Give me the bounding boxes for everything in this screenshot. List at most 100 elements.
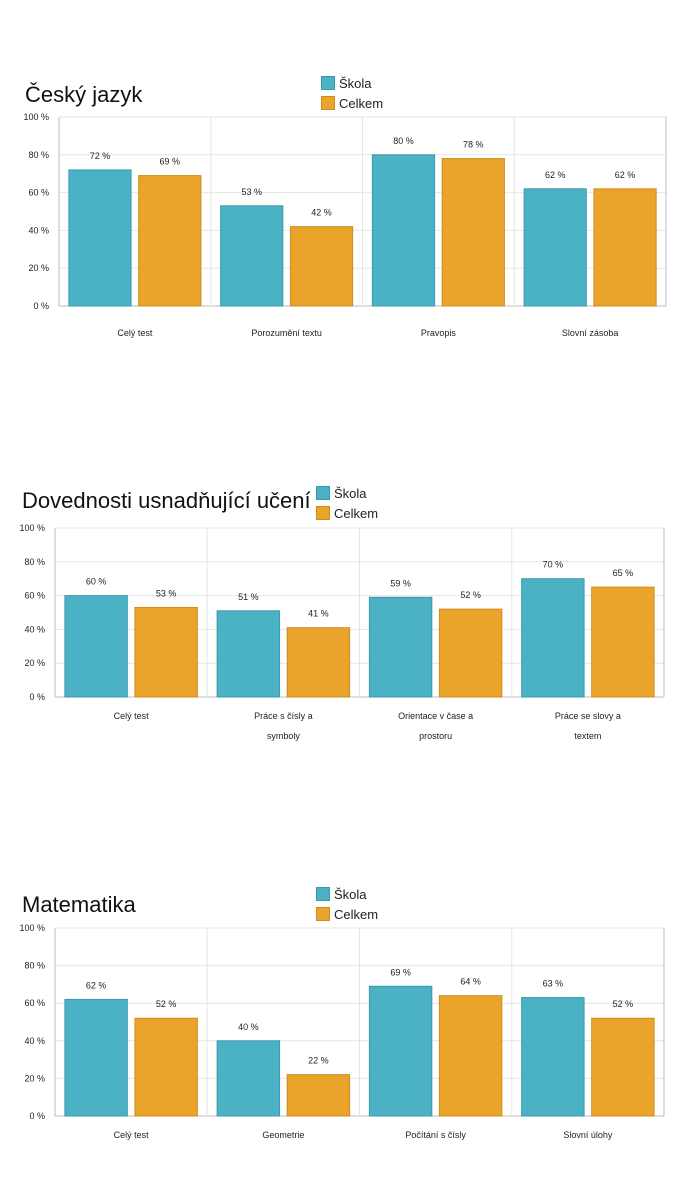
legend-item-skola[interactable]: Škola	[316, 483, 378, 503]
data-label: 41 %	[308, 609, 329, 619]
y-tick-label: 40 %	[28, 225, 49, 235]
bar-skola	[68, 169, 132, 307]
bar-celkem	[438, 995, 503, 1117]
data-label: 59 %	[390, 578, 411, 588]
bar-celkem	[286, 627, 351, 698]
y-tick-label: 60 %	[24, 998, 45, 1008]
legend-label: Celkem	[334, 505, 379, 521]
legend-item-skola[interactable]: Škola	[316, 884, 378, 904]
chart-title: Český jazyk	[25, 82, 143, 107]
legend-item-celkem[interactable]: Celkem	[316, 503, 378, 523]
bar-skola	[521, 997, 585, 1117]
y-tick-label: 100 %	[23, 112, 49, 122]
y-tick-label: 100 %	[19, 523, 45, 533]
bar-skola	[216, 1040, 281, 1117]
x-tick-label: Orientace v čase a	[398, 711, 473, 721]
y-tick-label: 0 %	[33, 301, 49, 311]
legend-swatch-skola	[316, 887, 330, 901]
data-label: 62 %	[86, 980, 107, 990]
legend: Škola Celkem	[321, 73, 383, 113]
bar-celkem	[134, 606, 198, 698]
bar-celkem	[138, 175, 202, 307]
y-tick-label: 40 %	[24, 1036, 45, 1046]
legend-swatch-skola	[316, 486, 330, 500]
y-tick-label: 100 %	[19, 923, 45, 933]
legend-item-celkem[interactable]: Celkem	[316, 904, 378, 924]
y-tick-label: 0 %	[29, 1111, 45, 1121]
x-tick-label: Slovní zásoba	[562, 328, 619, 338]
x-tick-label: Práce s čísly a	[254, 711, 313, 721]
y-tick-label: 20 %	[24, 1073, 45, 1083]
bar-skola	[523, 188, 587, 307]
x-tick-label: Pravopis	[421, 328, 457, 338]
data-label: 80 %	[393, 136, 414, 146]
legend-swatch-skola	[321, 76, 335, 90]
data-label: 53 %	[156, 588, 177, 598]
x-tick-label: Práce se slovy a	[555, 711, 621, 721]
legend-label: Celkem	[334, 906, 379, 922]
y-tick-label: 80 %	[28, 150, 49, 160]
data-label: 64 %	[460, 977, 481, 987]
data-label: 42 %	[311, 208, 332, 218]
data-label: 63 %	[543, 979, 564, 989]
data-label: 62 %	[545, 170, 566, 180]
x-tick-label: Celý test	[114, 1130, 150, 1140]
data-label: 40 %	[238, 1022, 259, 1032]
bar-skola	[220, 205, 284, 307]
legend: Škola Celkem	[316, 884, 378, 924]
y-tick-label: 40 %	[24, 624, 45, 634]
x-tick-label: Slovní úlohy	[563, 1130, 613, 1140]
bar-celkem	[286, 1074, 351, 1117]
x-tick-label: Celý test	[114, 711, 150, 721]
bar-celkem	[134, 1017, 198, 1117]
y-tick-label: 0 %	[29, 692, 45, 702]
bar-skola	[216, 610, 281, 698]
data-label: 52 %	[613, 999, 634, 1009]
x-tick-label: symboly	[267, 731, 301, 741]
x-tick-label: Geometrie	[262, 1130, 304, 1140]
bar-skola	[64, 998, 128, 1117]
data-label: 65 %	[613, 568, 634, 578]
legend-swatch-celkem	[316, 506, 330, 520]
bar-skola	[368, 596, 433, 698]
legend-item-celkem[interactable]: Celkem	[321, 93, 383, 113]
x-tick-label: Celý test	[117, 328, 153, 338]
legend-label: Škola	[334, 485, 367, 501]
x-tick-label: Počítání s čísly	[405, 1130, 466, 1140]
bar-chart-svg: 0 % 20 % 40 % 60 % 80 % 100 % 72 % 69 % Celý tes…	[23, 112, 667, 338]
data-label: 22 %	[308, 1056, 329, 1066]
x-tick-label: prostoru	[419, 731, 452, 741]
chart-title: Matematika	[22, 892, 136, 917]
data-label: 60 %	[86, 577, 107, 587]
y-tick-label: 80 %	[24, 961, 45, 971]
y-tick-label: 60 %	[28, 188, 49, 198]
y-tick-label: 60 %	[24, 591, 45, 601]
x-tick-label: textem	[574, 731, 601, 741]
legend: Škola Celkem	[316, 483, 378, 523]
data-label: 62 %	[615, 170, 636, 180]
data-label: 52 %	[156, 999, 177, 1009]
y-tick-label: 20 %	[28, 263, 49, 273]
legend-item-skola[interactable]: Škola	[321, 73, 383, 93]
bar-celkem	[591, 1017, 655, 1117]
bar-skola	[368, 985, 433, 1117]
y-tick-label: 80 %	[24, 557, 45, 567]
legend-swatch-celkem	[321, 96, 335, 110]
y-tick-label: 20 %	[24, 658, 45, 668]
legend-label: Škola	[334, 886, 367, 902]
chart-cesky-jazyk: Český jazyk Škola Celkem 0 % 20 % 40 % 60 %…	[0, 0, 675, 400]
bar-skola	[521, 578, 585, 698]
data-label: 52 %	[460, 590, 481, 600]
data-label: 70 %	[543, 560, 564, 570]
chart-dovednosti: Dovednosti usnadňující učení Škola Celke…	[19, 483, 665, 741]
bar-celkem	[441, 158, 505, 307]
data-label: 53 %	[241, 187, 262, 197]
bar-celkem	[438, 608, 503, 698]
chart-title: Dovednosti usnadňující učení	[22, 488, 311, 513]
bar-celkem	[593, 188, 657, 307]
bar-celkem	[289, 226, 354, 307]
legend-label: Celkem	[339, 95, 384, 111]
legend-label: Škola	[339, 75, 372, 91]
